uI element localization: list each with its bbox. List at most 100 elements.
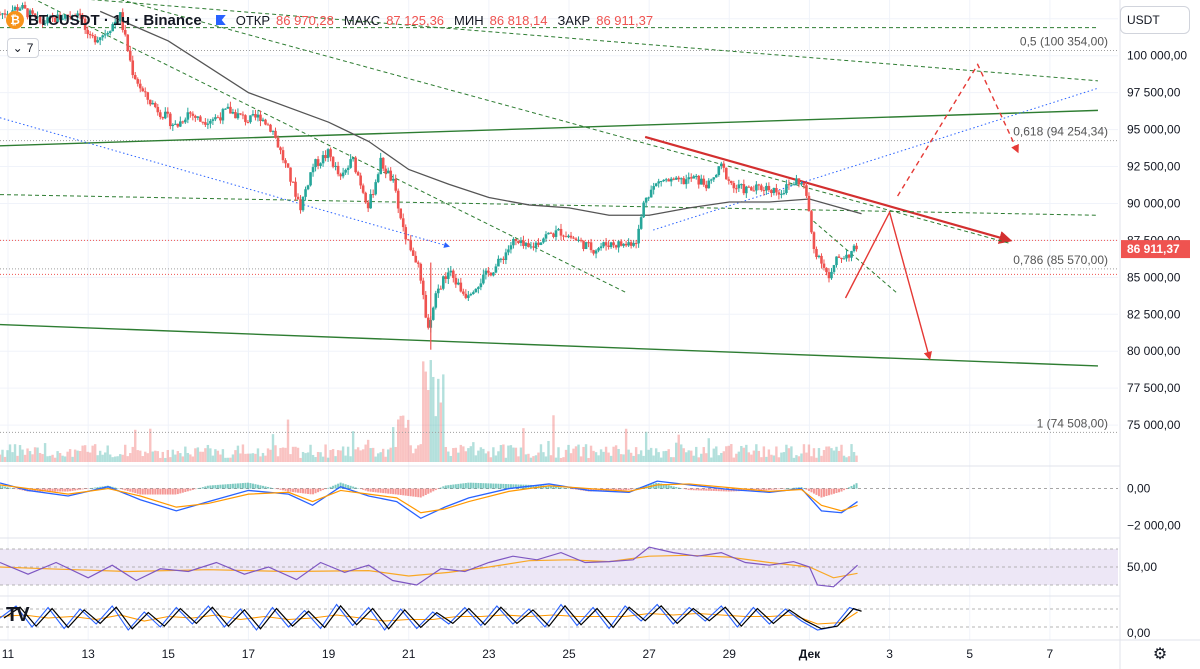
candle-body xyxy=(424,294,428,318)
volume-bar xyxy=(239,453,242,462)
candle-body xyxy=(557,228,560,231)
candle-body xyxy=(719,163,723,167)
candle-body xyxy=(371,194,375,196)
candle-body xyxy=(472,292,475,294)
fib-level-label: 0,5 (100 354,00) xyxy=(1020,34,1108,48)
candle-body xyxy=(73,15,77,17)
volume-bar xyxy=(3,456,7,462)
volume-bar xyxy=(720,452,723,462)
indicators-toggle-button[interactable]: ⌄ 7 xyxy=(7,38,39,58)
candle-body xyxy=(577,239,580,241)
volume-bar xyxy=(244,453,247,462)
candle-body xyxy=(136,79,140,84)
macd-histogram-bar xyxy=(835,488,838,494)
volume-bar xyxy=(351,431,355,462)
volume-bar xyxy=(479,447,483,462)
macd-histogram-bar xyxy=(302,488,305,494)
macd-histogram-bar xyxy=(171,488,174,495)
volume-bar xyxy=(371,447,375,462)
macd-histogram-bar xyxy=(434,488,437,491)
volume-bar xyxy=(364,444,367,462)
macd-histogram-bar xyxy=(364,488,367,491)
macd-histogram-bar xyxy=(827,488,830,496)
volume-bar xyxy=(755,444,758,462)
volume-bar xyxy=(845,457,848,462)
candle-body xyxy=(549,232,553,234)
flag-icon[interactable] xyxy=(215,15,226,25)
volume-bar xyxy=(855,455,858,462)
candle-body xyxy=(482,274,485,284)
macd-histogram-bar xyxy=(570,488,573,490)
macd-histogram-bar xyxy=(256,484,259,489)
candle-body xyxy=(133,75,137,80)
volume-bar xyxy=(422,361,425,462)
candle-body xyxy=(489,272,493,276)
candle-body xyxy=(830,271,833,279)
volume-bar xyxy=(189,454,192,462)
volume-bar xyxy=(326,457,330,462)
macd-histogram-bar xyxy=(297,488,300,493)
candle-body xyxy=(153,103,157,107)
candle-body xyxy=(106,32,109,35)
candle-body xyxy=(474,288,478,293)
candle-body xyxy=(316,159,320,166)
candle-body xyxy=(103,34,107,36)
macd-histogram-bar xyxy=(517,484,520,489)
candle-body xyxy=(552,233,555,237)
macd-histogram-bar xyxy=(329,486,332,489)
symbol-title[interactable]: BTCUSDT · 1ч · Binance xyxy=(28,11,202,29)
volume-bar xyxy=(11,452,14,462)
settings-gear-icon[interactable]: ⚙ xyxy=(1152,646,1168,663)
blue-dotted-line-upper xyxy=(653,87,1099,231)
candle-body xyxy=(855,245,858,250)
macd-histogram-bar xyxy=(354,487,357,489)
volume-bar xyxy=(454,447,458,462)
candle-body xyxy=(642,202,645,218)
macd-histogram-bar xyxy=(204,486,207,489)
candle-body xyxy=(354,157,357,173)
candle-body xyxy=(464,293,468,298)
macd-histogram-bar xyxy=(392,488,395,495)
volume-bar xyxy=(609,455,613,462)
macd-histogram-bar xyxy=(79,488,82,490)
macd-histogram-bar xyxy=(554,486,557,489)
volume-bar xyxy=(419,444,422,462)
macd-histogram-bar xyxy=(489,483,492,489)
macd-histogram-bar xyxy=(287,488,290,492)
volume-bar xyxy=(281,447,285,462)
volume-bar xyxy=(184,446,187,462)
volume-bar xyxy=(802,444,806,462)
macd-histogram-bar xyxy=(474,482,477,489)
macd-histogram-bar xyxy=(209,485,212,489)
macd-line xyxy=(0,480,858,520)
candle-body xyxy=(517,241,520,243)
volume-bar xyxy=(787,448,791,462)
current-price-badge xyxy=(1121,240,1190,259)
candle-body xyxy=(752,190,756,192)
candle-body xyxy=(564,236,568,238)
volume-bar xyxy=(399,415,402,462)
volume-bar xyxy=(226,457,230,462)
volume-bar xyxy=(83,445,87,462)
volume-bar xyxy=(346,446,350,462)
volume-bar xyxy=(469,446,473,462)
price-axis-bg xyxy=(1120,0,1200,669)
candle-body xyxy=(724,167,728,180)
candle-body xyxy=(98,37,102,41)
candle-body xyxy=(194,115,197,118)
macd-histogram-bar xyxy=(44,488,47,492)
macd-histogram-bar xyxy=(442,486,445,489)
macd-low-label: −2 000,00 xyxy=(1127,519,1181,533)
macd-histogram-bar xyxy=(820,488,823,498)
candle-body xyxy=(404,227,408,240)
grid-lines xyxy=(0,0,1118,640)
candle-body xyxy=(477,287,480,289)
volume-bar xyxy=(321,456,325,462)
candle-body xyxy=(76,13,79,17)
currency-button[interactable]: USDT xyxy=(1120,6,1190,34)
macd-histogram-bar xyxy=(822,488,825,497)
macd-histogram-bar xyxy=(327,487,330,489)
volume-bar xyxy=(66,451,69,462)
candle-body xyxy=(176,123,180,127)
candle-body xyxy=(785,184,788,194)
